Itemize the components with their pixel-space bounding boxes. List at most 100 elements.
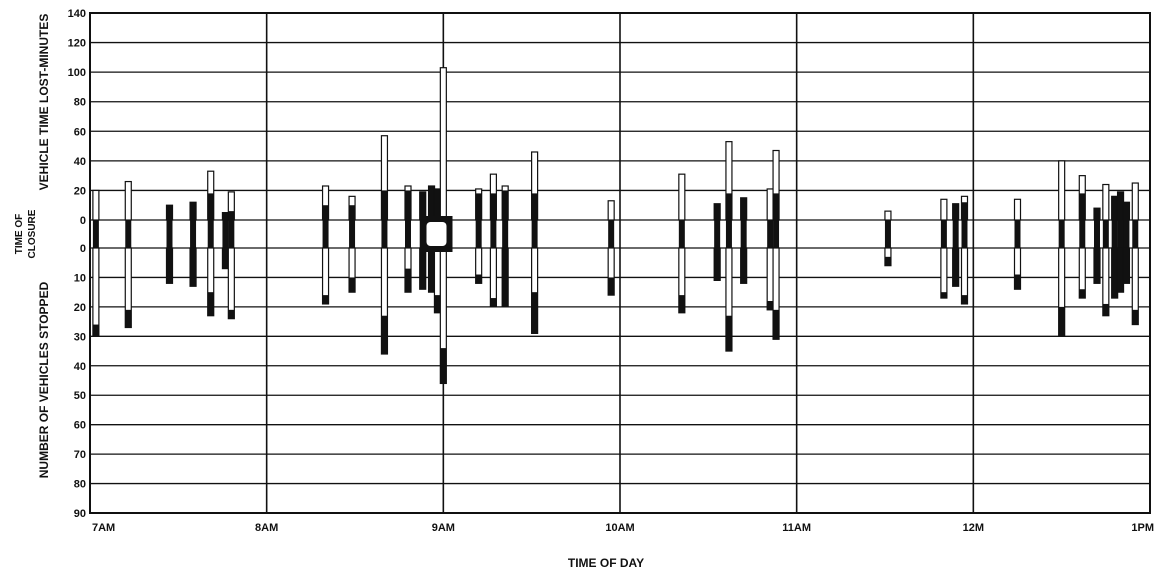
closure-band (222, 220, 229, 248)
closure-bar (678, 173, 686, 314)
closure-band (349, 220, 356, 248)
time-lost-bar (124, 180, 132, 221)
y-tick-bottom: 80 (74, 479, 86, 491)
closure-band (207, 220, 214, 248)
closure-band (1094, 220, 1100, 248)
closure-bar (1122, 201, 1131, 284)
vehicles-stopped-closure-segment (940, 292, 947, 299)
vehicles-stopped-closure-segment (531, 292, 538, 334)
closure-band (725, 220, 732, 248)
vehicles-stopped-closure-segment (608, 277, 615, 296)
x-tick-label: 1PM (1131, 522, 1154, 534)
bars (92, 67, 1139, 385)
time-lost-bar (1102, 183, 1110, 221)
closure-bar (1013, 198, 1022, 290)
time-lost-closure-segment (190, 202, 197, 220)
closure-band (740, 220, 747, 248)
vehicles-stopped-closure-segment (952, 248, 959, 287)
vehicles-stopped-closure-segment (1079, 289, 1086, 299)
y-tick-bottom: 30 (74, 331, 86, 343)
time-lost-closure-segment (434, 188, 441, 220)
vehicles-stopped-closure-segment (222, 248, 229, 269)
x-tick-label: 9AM (432, 522, 455, 534)
time-lost-bar (607, 200, 615, 221)
closure-bar (766, 188, 774, 311)
time-lost-bar (678, 173, 686, 221)
vehicles-stopped-bar (92, 247, 100, 337)
time-lost-closure-segment (1117, 191, 1124, 220)
y-tick-top: 20 (74, 185, 86, 197)
closure-bar (1111, 195, 1119, 299)
closure-band (961, 220, 968, 248)
time-lost-closure-segment (349, 205, 356, 220)
vehicles-stopped-closure-segment (1094, 248, 1100, 284)
time-lost-closure-segment (228, 211, 235, 220)
closure-bar (725, 141, 733, 352)
vehicles-stopped-closure-segment (1058, 306, 1065, 337)
closure-band (475, 220, 482, 248)
closure-bar (489, 173, 497, 308)
vehicles-stopped-closure-segment (92, 324, 99, 337)
vehicles-stopped-closure-segment (725, 315, 732, 352)
time-lost-closure-segment (740, 197, 747, 220)
closure-bar (1131, 182, 1139, 326)
closure-bar (884, 210, 892, 267)
time-lost-closure-segment (490, 193, 497, 220)
closure-band (884, 220, 891, 248)
time-lost-closure-segment (531, 193, 538, 220)
grid (89, 12, 1151, 514)
vehicles-stopped-closure-segment (381, 315, 388, 354)
closure-band (166, 220, 173, 248)
time-lost-closure-segment (222, 212, 229, 220)
closure-band (608, 220, 615, 248)
closure-bar (772, 149, 780, 340)
vehicles-stopped-closure-segment (1117, 248, 1124, 293)
y-tick-top: 80 (74, 97, 86, 109)
y-tick-top: 140 (68, 8, 86, 20)
closure-bar (348, 195, 356, 293)
closure-band (952, 220, 959, 248)
time-lost-closure-segment (405, 190, 411, 220)
closure-bar (221, 212, 230, 270)
closure-bar (940, 198, 948, 299)
y-tick-bottom: 90 (74, 508, 86, 520)
time-lost-bar (766, 188, 774, 221)
vehicles-stopped-closure-segment (884, 256, 891, 266)
closure-band (405, 220, 411, 248)
closure-bar (960, 195, 969, 305)
y-tick-bottom: 0 (80, 243, 86, 255)
closure-bar (1093, 207, 1101, 284)
closure-band (190, 220, 197, 248)
closure-bar (124, 180, 132, 329)
closure-bar (165, 204, 174, 284)
y-tick-top: 120 (68, 38, 86, 50)
closure-bar (475, 188, 483, 284)
time-lost-bar (1058, 160, 1066, 221)
closure-band (322, 220, 329, 248)
vehicles-stopped-closure-segment (740, 248, 747, 284)
y-axis-label-bottom: NUMBER OF VEHICLES STOPPED (37, 281, 51, 478)
vehicles-stopped-bar (227, 247, 235, 320)
vehicles-stopped-closure-segment (490, 298, 497, 307)
closure-label-line2: CLOSURE (27, 209, 38, 258)
vehicles-stopped-closure-segment (419, 248, 426, 290)
vehicles-stopped-bar (207, 247, 215, 317)
vehicles-stopped-closure-segment (190, 248, 197, 287)
y-tick-top: 100 (68, 67, 86, 79)
closure-bar (713, 203, 721, 281)
closure-bar (531, 151, 539, 334)
closure-bar (404, 185, 412, 293)
tick-labels: 140 120 100 80 60 40 20 0 0 10 20 30 40 50 60 70 80 90 7AM… (68, 8, 1154, 534)
time-lost-closure-segment (475, 193, 482, 220)
x-tick-label: 7AM (92, 522, 115, 534)
closure-band (1014, 220, 1021, 248)
closure-band (381, 220, 388, 248)
x-axis-label: TIME OF DAY (568, 556, 644, 570)
y-tick-bottom: 60 (74, 420, 86, 432)
closure-band (1132, 220, 1139, 248)
x-tick-label: 12M (963, 522, 984, 534)
closure-bar (607, 200, 615, 296)
time-lost-closure-segment (773, 193, 780, 220)
time-lost-closure-segment (166, 205, 173, 220)
